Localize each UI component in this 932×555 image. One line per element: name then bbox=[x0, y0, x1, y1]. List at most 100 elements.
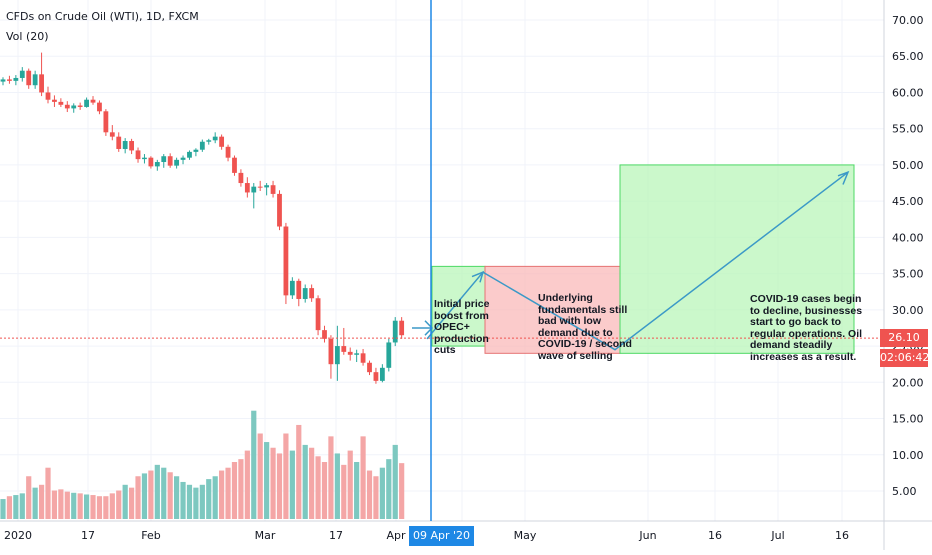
candle-body bbox=[193, 149, 199, 152]
candle-body bbox=[148, 157, 154, 167]
volume-bar bbox=[199, 484, 205, 519]
volume-bar bbox=[19, 493, 25, 519]
volume-bar bbox=[283, 433, 289, 519]
candle-body bbox=[199, 141, 205, 150]
volume-bar bbox=[122, 484, 128, 519]
candle-body bbox=[84, 99, 89, 107]
volume-bar bbox=[321, 462, 328, 519]
volume-bar bbox=[135, 476, 141, 519]
volume-bar bbox=[289, 450, 295, 519]
candle-body bbox=[32, 74, 38, 86]
candle-body bbox=[367, 362, 372, 373]
x-tick-label: May bbox=[514, 529, 537, 542]
volume-bar bbox=[334, 453, 340, 519]
volume-bar bbox=[186, 484, 193, 519]
candle-body bbox=[212, 136, 218, 141]
volume-bar bbox=[219, 470, 225, 519]
volume-bar bbox=[366, 470, 373, 519]
candle-body bbox=[392, 320, 398, 343]
candle-body bbox=[103, 111, 109, 133]
candle-body bbox=[309, 288, 315, 299]
volume-bar bbox=[103, 496, 109, 519]
candle-body bbox=[334, 346, 340, 365]
volume-bar bbox=[399, 463, 405, 519]
volume-bar bbox=[129, 487, 135, 519]
volume-bar bbox=[328, 436, 334, 519]
candle-countdown-tag: 02:06:42 bbox=[880, 349, 929, 367]
candle-body bbox=[360, 353, 366, 363]
candle-body bbox=[264, 185, 270, 188]
candle-body bbox=[116, 136, 122, 149]
y-tick-label: 15.00 bbox=[892, 413, 924, 426]
volume-bar bbox=[386, 459, 392, 519]
candle-body bbox=[122, 141, 128, 149]
volume-bar bbox=[64, 491, 70, 519]
volume-bar bbox=[270, 447, 276, 519]
candle-body bbox=[379, 367, 385, 381]
opec-arrowhead bbox=[471, 270, 485, 283]
candle-body bbox=[373, 372, 379, 381]
y-tick-label: 10.00 bbox=[892, 449, 924, 462]
candle-body bbox=[219, 136, 225, 147]
volume-bar bbox=[379, 467, 385, 519]
volume-bar bbox=[13, 495, 19, 519]
annotation-opec[interactable]: Initial price boost from OPEC+ productio… bbox=[434, 298, 490, 356]
candle-body bbox=[296, 280, 302, 299]
candle-body bbox=[283, 226, 289, 296]
y-tick-label: 65.00 bbox=[892, 50, 924, 63]
candle-body bbox=[270, 185, 276, 194]
volume-bar bbox=[148, 470, 154, 519]
candle-body bbox=[97, 102, 102, 112]
y-tick-label: 55.00 bbox=[892, 123, 924, 136]
x-tick-label: 17 bbox=[329, 529, 343, 542]
candle-body bbox=[232, 157, 237, 173]
volume-bar bbox=[26, 476, 32, 519]
y-tick-label: 45.00 bbox=[892, 195, 924, 208]
volume-bar bbox=[58, 489, 64, 519]
candle-body bbox=[161, 156, 167, 163]
volume-indicator-label: Vol (20) bbox=[6, 30, 49, 43]
volume-bar bbox=[392, 444, 398, 519]
x-tick-label: Jul bbox=[770, 529, 784, 542]
candle-body bbox=[167, 156, 173, 166]
volume-bar bbox=[116, 490, 122, 519]
cursor-date-tag: 09 Apr '20 bbox=[409, 526, 475, 546]
candle-body bbox=[289, 280, 295, 296]
volume-bar bbox=[174, 476, 180, 519]
volume-bar bbox=[96, 496, 103, 519]
volume-bar bbox=[257, 433, 263, 519]
volume-bar bbox=[206, 479, 212, 519]
forecast-arrowhead bbox=[837, 170, 850, 185]
volume-bar bbox=[45, 467, 51, 519]
volume-bar bbox=[83, 494, 90, 519]
candle-body bbox=[174, 159, 180, 166]
last-price-tag: 26.10 bbox=[880, 329, 928, 347]
volume-bar bbox=[0, 499, 6, 519]
y-tick-label: 5.00 bbox=[892, 485, 917, 498]
candle-body bbox=[154, 162, 160, 167]
volume-bar bbox=[212, 476, 218, 519]
y-tick-label: 50.00 bbox=[892, 159, 924, 172]
volume-bar bbox=[161, 467, 167, 519]
candle-body bbox=[45, 92, 51, 100]
candle-body bbox=[19, 70, 25, 78]
candle-body bbox=[7, 79, 12, 81]
volume-bar bbox=[309, 447, 315, 519]
volume-bar bbox=[276, 453, 283, 519]
candle-body bbox=[341, 346, 347, 352]
volume-bar bbox=[51, 490, 58, 519]
volume-bar bbox=[354, 462, 360, 519]
volume-bar bbox=[167, 472, 173, 519]
volume-bar bbox=[141, 473, 148, 519]
x-tick-label: 16 bbox=[708, 529, 722, 542]
annotation-fundamentals[interactable]: Underlying fundamentals still bad with l… bbox=[538, 292, 632, 362]
volume-bar bbox=[296, 424, 302, 519]
volume-bar bbox=[315, 456, 321, 519]
x-tick-label: 17 bbox=[81, 529, 95, 542]
volume-bar bbox=[251, 410, 257, 519]
volume-bar bbox=[38, 484, 45, 519]
annotation-recovery[interactable]: COVID-19 cases begin to decline, busines… bbox=[750, 293, 863, 363]
candle-body bbox=[0, 79, 6, 82]
